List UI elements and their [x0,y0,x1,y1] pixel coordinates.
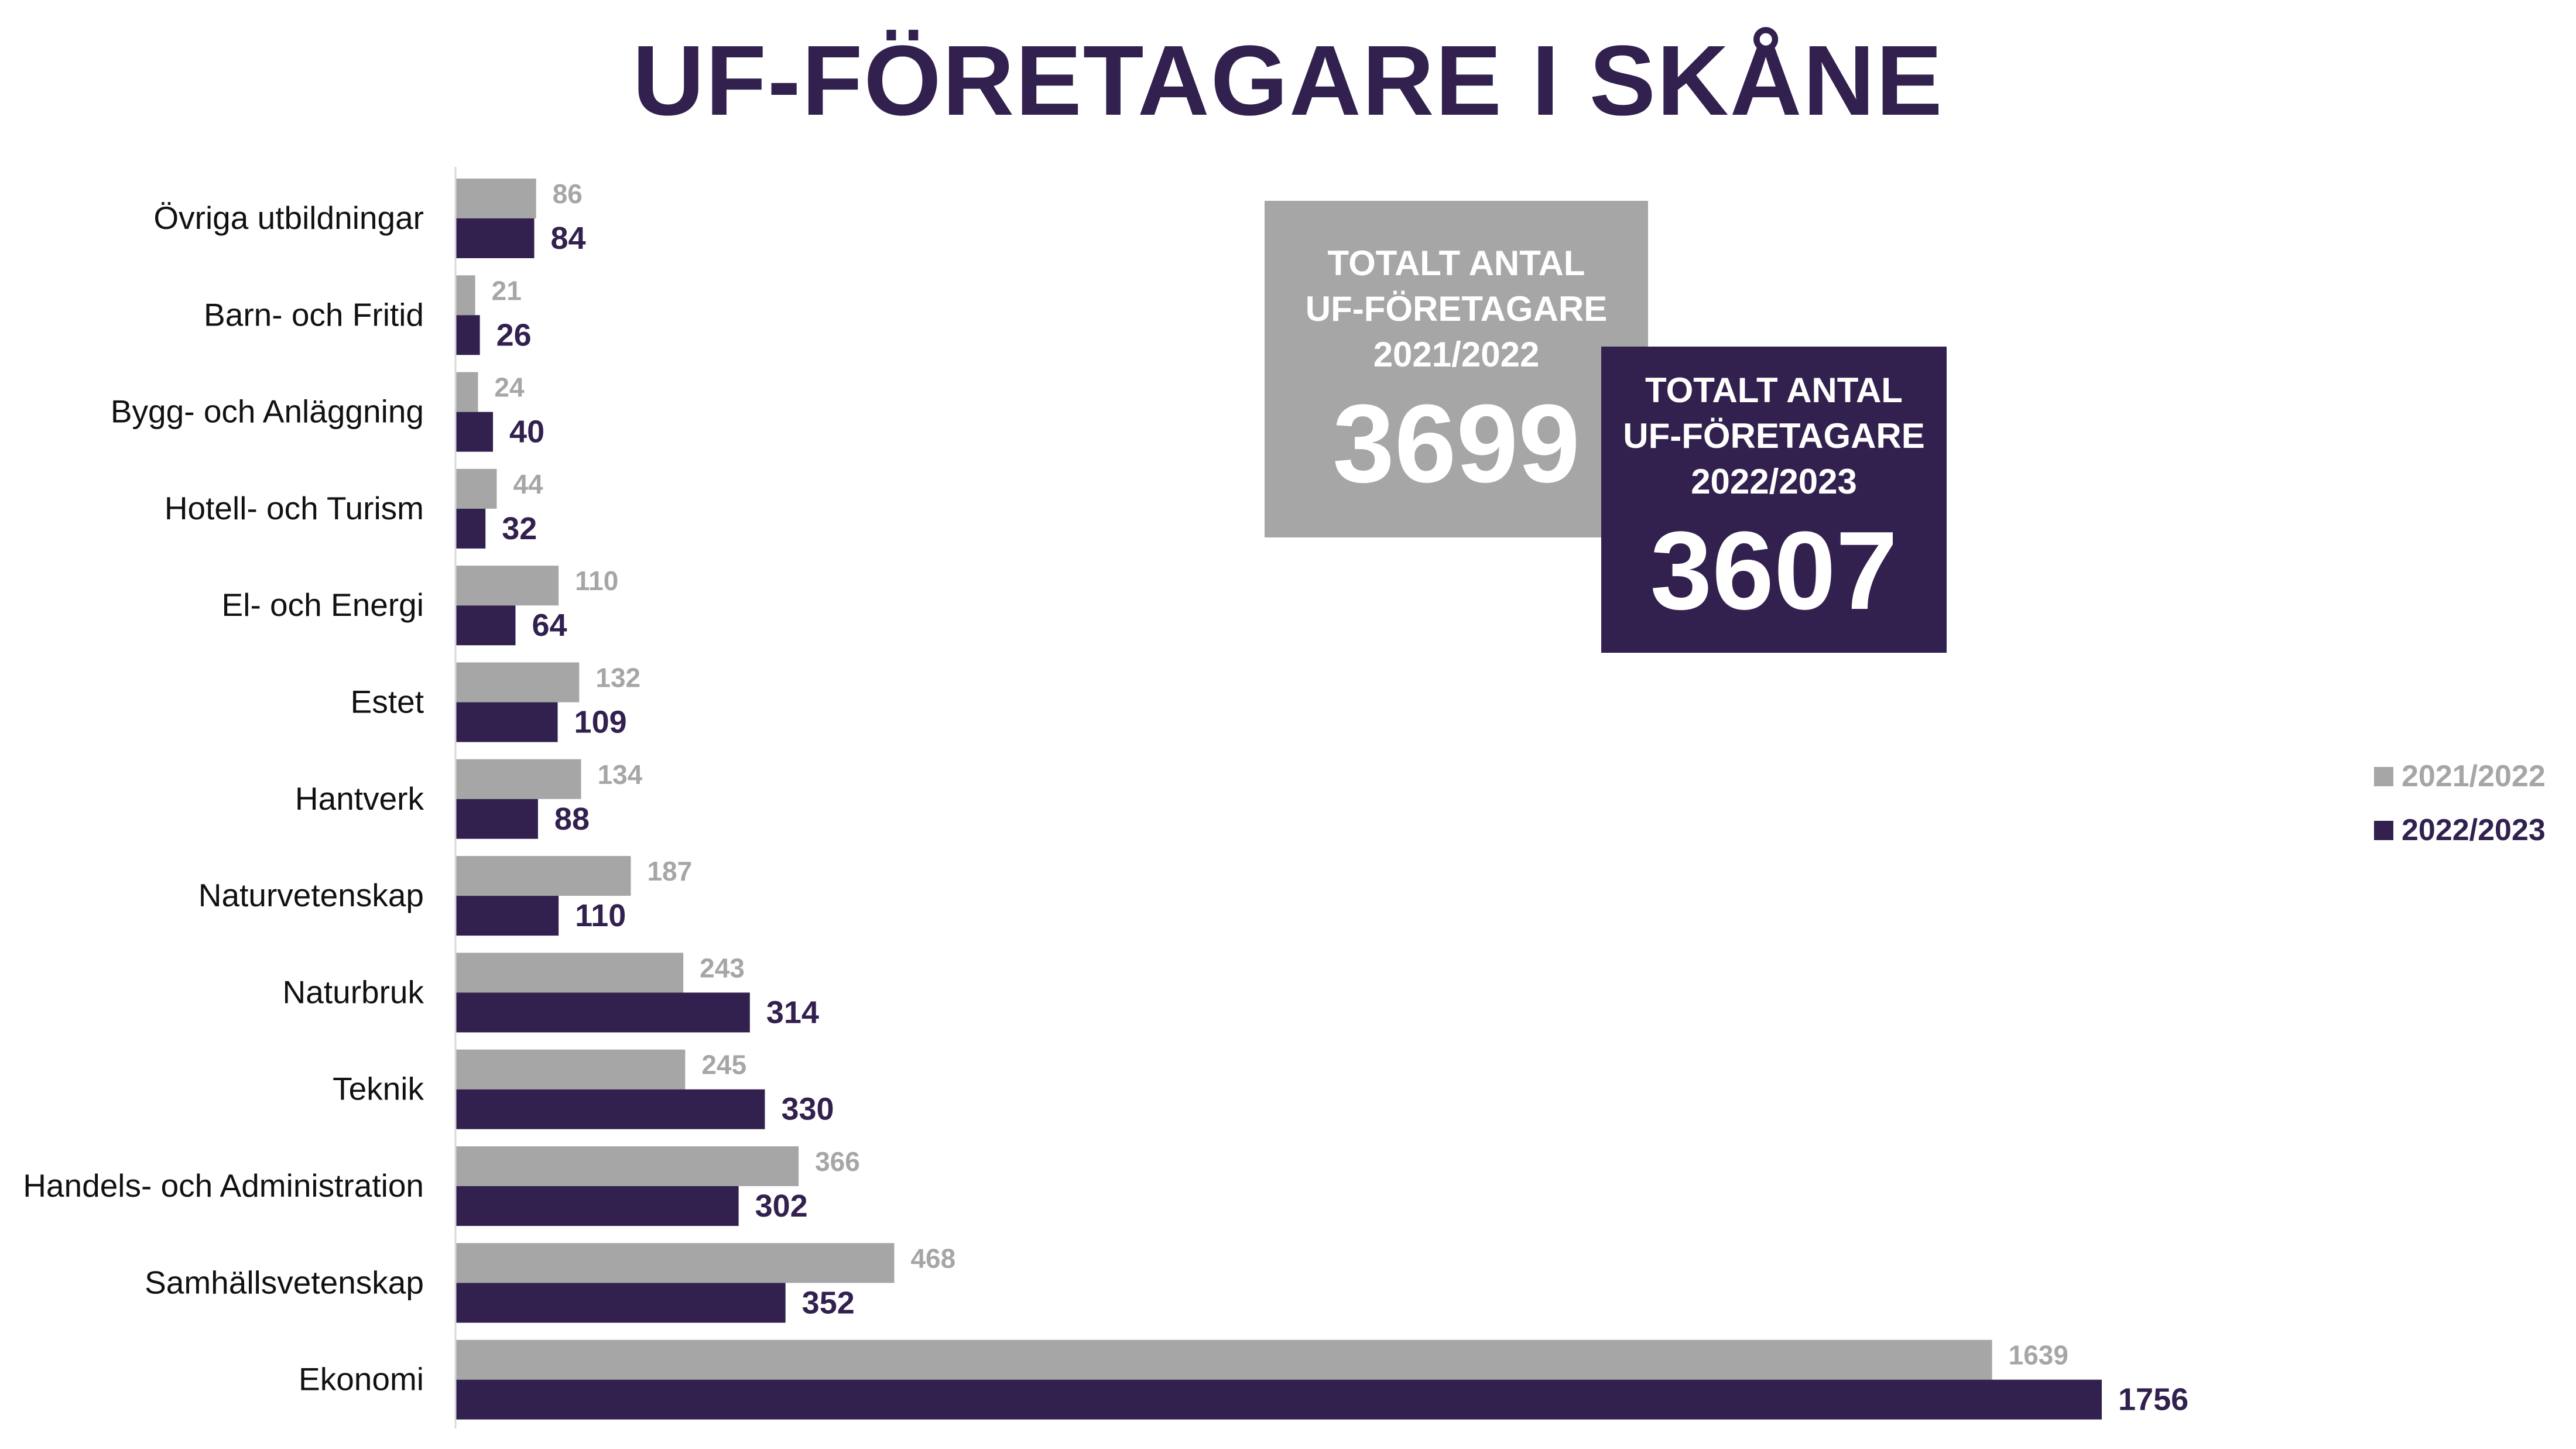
category-label-bygg-och-anlaggning: Bygg- och Anläggning [111,393,424,430]
total-box-2022-2023: TOTALT ANTAL UF-FÖRETAGARE 2022/2023 360… [1601,347,1947,653]
bar-2021-2022-ekonomi [455,1340,1992,1380]
bar-2021-2022-teknik [455,1049,686,1090]
data-label-2022-2023-hantverk: 88 [554,801,590,837]
total-value-2022-2023: 3607 [1650,509,1898,633]
data-label-2022-2023-ekonomi: 1756 [2118,1382,2188,1417]
bar-2022-2023-naturbruk [455,992,750,1033]
data-label-2022-2023-naturbruk: 314 [766,995,819,1030]
data-label-2021-2022-hantverk: 134 [598,759,643,790]
bar-2022-2023-samhallsvetenskap [455,1283,786,1323]
category-label-naturvetenskap: Naturvetenskap [198,877,424,913]
data-label-2021-2022-teknik: 245 [701,1050,746,1080]
category-label-ovriga-utbildningar: Övriga utbildningar [153,200,424,236]
bar-2022-2023-naturvetenskap [455,896,559,936]
bar-2022-2023-hantverk [455,799,538,839]
bar-2021-2022-barn-och-fritid [455,275,475,316]
legend-item-2021-2022: 2021/2022 [2374,749,2546,803]
data-label-2022-2023-hotell-och-turism: 32 [502,511,537,546]
bar-2021-2022-estet [455,662,580,703]
total-label-2022-2023: TOTALT ANTAL UF-FÖRETAGARE 2022/2023 [1623,371,1925,501]
bar-2021-2022-el-och-energi [455,566,559,606]
bar-2021-2022-naturvetenskap [455,856,631,896]
bar-2021-2022-naturbruk [455,953,684,993]
data-label-2022-2023-barn-och-fritid: 26 [496,317,532,352]
data-label-2022-2023-naturvetenskap: 110 [575,898,626,933]
legend-swatch-2021-2022 [2374,766,2393,786]
data-label-2022-2023-bygg-och-anlaggning: 40 [509,415,544,450]
data-label-2021-2022-ekonomi: 1639 [2009,1340,2068,1371]
data-label-2022-2023-estet: 109 [574,705,627,740]
page-title: UF-FÖRETAGARE I SKÅNE [632,25,1944,136]
bar-2021-2022-handels-och-administration [455,1146,799,1186]
total-value-2021-2022: 3699 [1332,382,1580,506]
data-label-2022-2023-teknik: 330 [781,1092,834,1127]
category-label-handels-och-administration: Handels- och Administration [23,1167,424,1204]
category-label-el-och-energi: El- och Energi [222,587,424,623]
bar-2022-2023-barn-och-fritid [455,315,480,355]
bar-2021-2022-samhallsvetenskap [455,1243,895,1283]
category-label-hotell-och-turism: Hotell- och Turism [165,490,424,526]
legend-label-2021-2022: 2021/2022 [2402,759,2546,793]
data-label-2021-2022-ovriga-utbildningar: 86 [553,179,583,209]
data-label-2022-2023-ovriga-utbildningar: 84 [551,221,586,256]
bar-2021-2022-bygg-och-anlaggning [455,372,478,412]
category-label-ekonomi: Ekonomi [299,1361,424,1397]
category-label-barn-och-fritid: Barn- och Fritid [204,296,424,333]
data-label-2021-2022-bygg-och-anlaggning: 24 [494,372,525,403]
bar-2021-2022-hantverk [455,759,581,799]
category-label-naturbruk: Naturbruk [283,974,424,1010]
legend-item-2022-2023: 2022/2023 [2374,803,2546,857]
total-box-2021-2022: TOTALT ANTAL UF-FÖRETAGARE 2021/2022 369… [1265,201,1648,537]
bar-2021-2022-ovriga-utbildningar [455,179,536,218]
legend-label-2022-2023: 2022/2023 [2402,813,2546,847]
category-label-teknik: Teknik [333,1071,424,1107]
bar-2022-2023-bygg-och-anlaggning [455,412,494,452]
data-label-2021-2022-handels-och-administration: 366 [815,1146,860,1177]
total-label-2021-2022: TOTALT ANTAL UF-FÖRETAGARE 2021/2022 [1305,244,1608,374]
category-label-hantverk: Hantverk [295,780,424,817]
data-label-2021-2022-hotell-och-turism: 44 [513,469,543,499]
data-label-2022-2023-handels-och-administration: 302 [755,1188,808,1224]
legend: 2021/2022 2022/2023 [2374,749,2546,857]
bar-2022-2023-ovriga-utbildningar [455,218,535,258]
data-label-2021-2022-barn-och-fritid: 21 [492,275,522,306]
bar-2022-2023-el-och-energi [455,605,516,646]
data-label-2021-2022-estet: 132 [595,663,640,693]
data-label-2022-2023-samhallsvetenskap: 352 [802,1285,855,1320]
bar-2021-2022-hotell-och-turism [455,468,497,509]
data-label-2021-2022-el-och-energi: 110 [575,566,618,596]
data-label-2021-2022-naturbruk: 243 [700,953,745,983]
data-label-2022-2023-el-och-energi: 64 [532,608,567,643]
bar-2022-2023-teknik [455,1089,765,1129]
legend-swatch-2022-2023 [2374,820,2393,840]
data-label-2021-2022-naturvetenskap: 187 [647,856,692,886]
data-label-2021-2022-samhallsvetenskap: 468 [910,1243,955,1273]
bar-2022-2023-hotell-och-turism [455,508,486,549]
bar-2022-2023-estet [455,702,558,742]
bar-2022-2023-ekonomi [455,1379,2102,1420]
category-label-estet: Estet [351,684,424,720]
bar-2022-2023-handels-och-administration [455,1186,739,1226]
category-label-samhallsvetenskap: Samhällsvetenskap [145,1264,424,1300]
